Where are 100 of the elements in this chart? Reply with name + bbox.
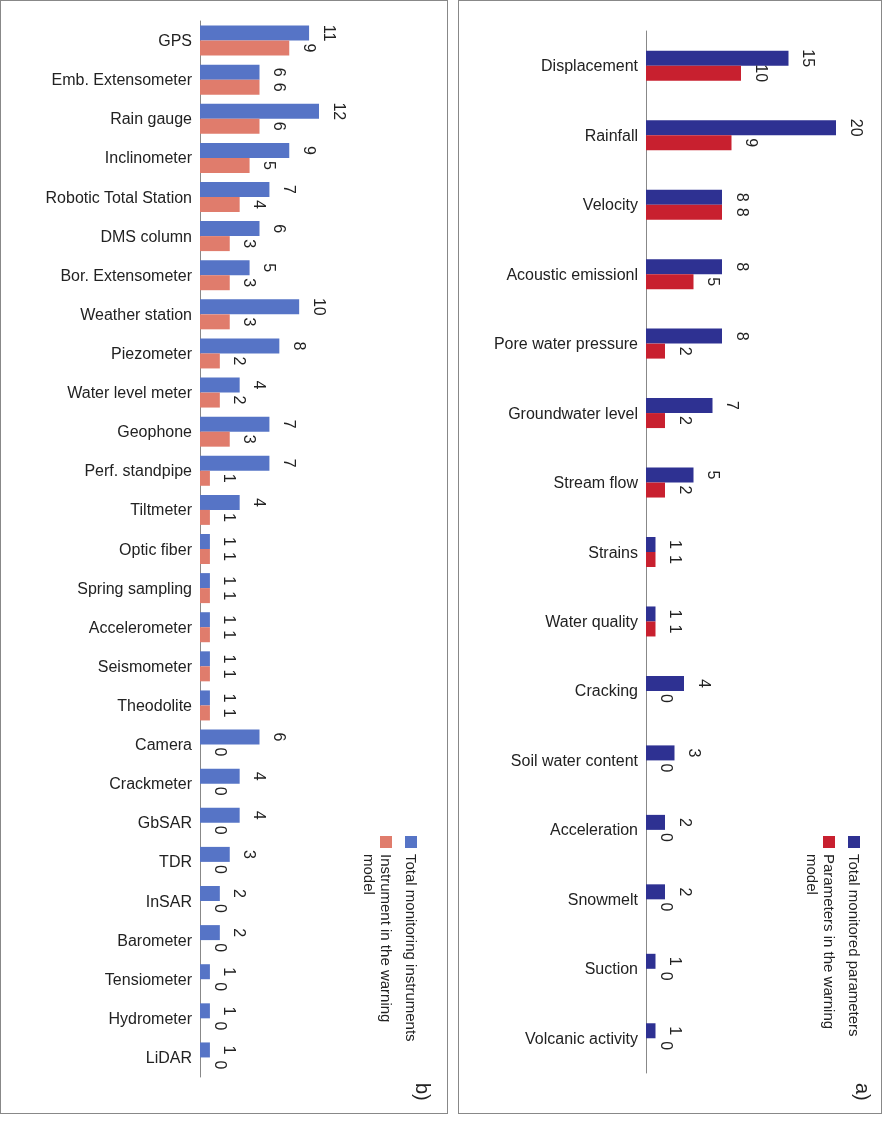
- bar: [646, 65, 741, 81]
- bar: [200, 666, 210, 682]
- data-label: 8: [733, 262, 751, 272]
- y-tick-label: Robotic Total Station: [45, 188, 192, 206]
- data-label: 10: [752, 64, 770, 83]
- legend-label: Total monitored parameters: [846, 854, 863, 1037]
- y-tick-label: Rainfall: [584, 126, 638, 144]
- data-label: 1: [221, 473, 239, 483]
- data-label: 3: [686, 748, 703, 758]
- data-label: 7: [724, 401, 741, 411]
- bar: [200, 392, 220, 408]
- data-label: 8: [733, 331, 751, 341]
- bar: [646, 606, 656, 622]
- bar: [200, 612, 210, 628]
- y-tick-label: Groundwater level: [508, 404, 638, 422]
- bar: [200, 64, 260, 80]
- bar: [646, 675, 684, 691]
- legend-label: Total monitoring instruments: [403, 854, 420, 1042]
- data-label: 4: [251, 200, 269, 210]
- data-label: 6: [271, 224, 288, 234]
- y-tick-label: Accelerometer: [88, 618, 193, 636]
- bar: [646, 120, 836, 136]
- data-label: 0: [211, 786, 229, 796]
- y-tick-label: LiDAR: [145, 1048, 192, 1066]
- bar: [646, 204, 722, 220]
- data-label: 1: [221, 654, 239, 664]
- y-tick-label: Theodolite: [117, 696, 193, 714]
- data-label: 20: [847, 118, 865, 137]
- y-tick-label: Water quality: [545, 612, 638, 630]
- bar: [646, 50, 789, 66]
- y-tick-label: Geophone: [117, 423, 193, 441]
- data-label: 3: [241, 278, 259, 288]
- data-label: 2: [676, 887, 694, 897]
- data-label: 0: [211, 747, 229, 757]
- legend-label: Instrument in the warning model: [361, 854, 395, 1027]
- y-tick-label: Water level meter: [67, 384, 193, 402]
- bar: [200, 925, 220, 941]
- bar: [200, 79, 260, 95]
- bar: [200, 549, 210, 564]
- bar: [646, 259, 722, 275]
- data-label: 6: [271, 82, 288, 92]
- bar: [200, 690, 210, 706]
- data-label: 1: [667, 956, 684, 966]
- bar: [200, 455, 270, 471]
- data-label: 4: [695, 678, 713, 688]
- bar: [200, 157, 250, 173]
- y-tick-label: Crackmeter: [109, 775, 193, 793]
- data-label: 3: [241, 849, 259, 859]
- y-tick-label: GPS: [158, 32, 192, 50]
- bar: [646, 343, 665, 359]
- data-label: 7: [280, 419, 298, 429]
- y-tick-label: Stream flow: [553, 474, 639, 492]
- bar: [200, 534, 210, 549]
- bar: [200, 431, 230, 447]
- bar: [200, 338, 280, 354]
- data-label: 5: [705, 277, 722, 287]
- data-label: 0: [657, 763, 675, 773]
- bar: [200, 353, 220, 369]
- data-label: 6: [271, 121, 288, 131]
- bar: [200, 807, 240, 823]
- y-tick-label: Rain gauge: [110, 110, 193, 128]
- data-label: 6: [271, 732, 288, 742]
- data-label: 0: [657, 832, 675, 842]
- y-tick-label: Strains: [588, 543, 638, 561]
- data-label: 0: [211, 982, 229, 992]
- bar: [200, 494, 240, 510]
- data-label: 5: [261, 263, 279, 273]
- y-tick-label: TDR: [159, 853, 192, 871]
- data-label: 1: [221, 537, 239, 547]
- data-label: 5: [261, 160, 279, 170]
- bar: [200, 705, 210, 721]
- y-tick-label: Pore water pressure: [493, 335, 639, 353]
- data-label: 2: [676, 346, 694, 356]
- bar: [200, 142, 290, 158]
- y-tick-label: GbSAR: [137, 814, 192, 832]
- data-label: 2: [231, 928, 249, 938]
- bar: [646, 328, 722, 344]
- bar: [200, 729, 260, 745]
- y-tick-label: Piezometer: [111, 344, 193, 362]
- bar: [200, 299, 300, 315]
- data-label: 0: [211, 904, 229, 914]
- bar: [200, 573, 210, 589]
- bar: [200, 275, 230, 291]
- y-tick-label: Bor. Extensometer: [60, 266, 193, 284]
- data-label: 8: [733, 192, 751, 202]
- data-label: 1: [221, 591, 239, 601]
- y-tick-label: Volcanic activity: [525, 1029, 638, 1047]
- bar: [200, 236, 230, 252]
- y-tick-label: Acceleration: [549, 821, 638, 839]
- y-tick-label: Inclinometer: [104, 149, 193, 167]
- bar: [200, 509, 210, 525]
- data-label: 4: [251, 771, 269, 781]
- bar: [200, 260, 250, 276]
- data-label: 1: [667, 609, 684, 619]
- y-tick-label: Optic fiber: [119, 540, 193, 558]
- bar: [646, 621, 656, 637]
- data-label: 0: [657, 1041, 675, 1051]
- y-tick-label: Soil water content: [510, 751, 639, 769]
- data-label: 2: [231, 356, 249, 366]
- data-label: 1: [221, 512, 239, 522]
